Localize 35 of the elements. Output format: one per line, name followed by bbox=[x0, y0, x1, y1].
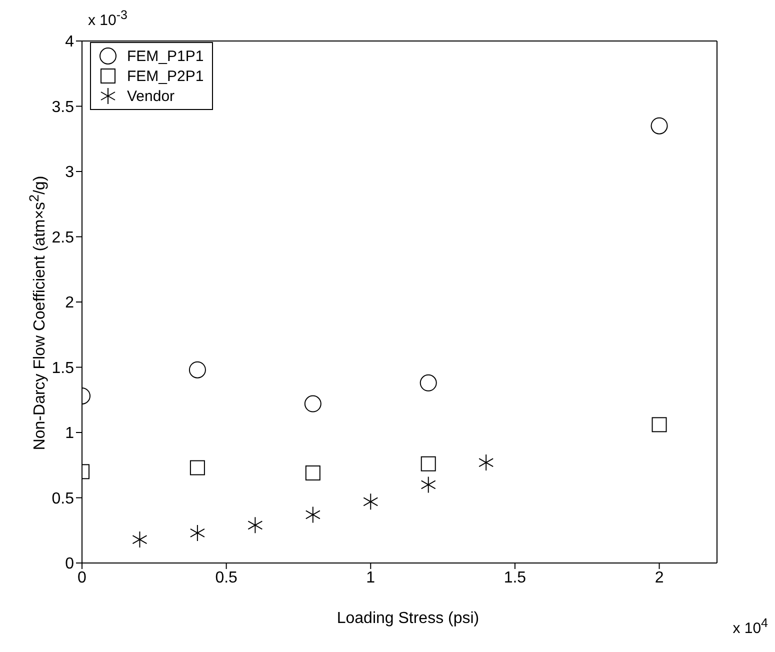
y-tick-label: 0 bbox=[65, 556, 74, 573]
legend-label: Vendor bbox=[127, 88, 175, 104]
point bbox=[304, 395, 322, 412]
x-tick-label: 2 bbox=[654, 569, 664, 586]
point bbox=[650, 117, 668, 134]
point bbox=[305, 465, 320, 480]
text: x 10$^{-3}$ bbox=[88, 8, 128, 29]
point bbox=[420, 456, 436, 472]
point bbox=[188, 361, 206, 378]
y-tick-label: 1 bbox=[65, 425, 74, 442]
y-tick-label: 2.5 bbox=[52, 229, 74, 246]
point bbox=[132, 531, 148, 548]
point bbox=[190, 524, 205, 542]
point bbox=[248, 516, 263, 534]
x-tick-label: 1.5 bbox=[504, 569, 526, 586]
x-tick-label: 1 bbox=[366, 569, 376, 586]
x-tick-label: 0.5 bbox=[215, 569, 238, 586]
point bbox=[363, 493, 378, 510]
legend-label: FEM_P2P1 bbox=[127, 68, 204, 84]
x-axis-title: Loading Stress (psi) bbox=[336, 610, 480, 627]
y-tick-label: 3 bbox=[65, 164, 74, 182]
point bbox=[305, 506, 320, 524]
point bbox=[420, 476, 436, 494]
point bbox=[478, 454, 494, 472]
point bbox=[190, 460, 205, 476]
y-tick-label: 1.5 bbox=[52, 360, 74, 377]
y-tick-label: 0.5 bbox=[52, 490, 74, 508]
text: x 10$^{4}$ bbox=[732, 616, 768, 637]
y-tick-label: 2 bbox=[65, 294, 74, 312]
point bbox=[420, 374, 437, 392]
y-tick-label: 3.5 bbox=[52, 98, 74, 116]
y-tick-label: 4 bbox=[65, 34, 74, 51]
x-tick-label: 0 bbox=[78, 569, 87, 586]
point bbox=[652, 417, 667, 432]
legend-label: FEM_P1P1 bbox=[127, 48, 204, 64]
